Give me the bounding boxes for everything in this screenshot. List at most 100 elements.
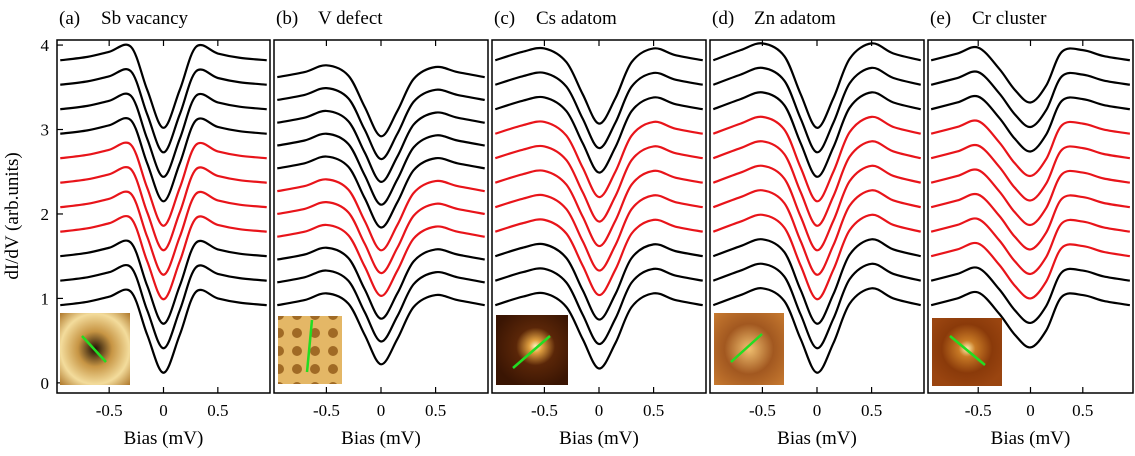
- spectrum-line: [494, 267, 703, 346]
- spectrum-line: [60, 288, 267, 374]
- spectrum-line: [930, 94, 1131, 153]
- x-tick-label: -0.5: [749, 401, 776, 420]
- spectrum-line: [60, 263, 267, 350]
- x-tick-label: 0: [159, 401, 168, 420]
- y-tick-label: 4: [41, 36, 50, 55]
- x-tick-label: 0: [1026, 401, 1035, 420]
- panel-label: (e): [930, 8, 951, 29]
- spectrum-line: [712, 287, 921, 374]
- plot-frame: [709, 39, 925, 394]
- x-axis-label: Bias (mV): [341, 428, 421, 449]
- plot-frame: [927, 39, 1134, 394]
- spectrum-line: [60, 68, 267, 154]
- spectrum-line: [60, 214, 267, 301]
- linecut: [949, 335, 986, 366]
- stm-inset: [714, 313, 784, 385]
- spectrum-line: [60, 117, 267, 203]
- spectrum-line: [494, 144, 703, 223]
- x-axis-label: Bias (mV): [991, 428, 1071, 449]
- panel-label: (c): [494, 8, 515, 29]
- spectrum-line: [712, 66, 921, 154]
- linecut: [730, 333, 763, 363]
- spectrum-line: [494, 46, 703, 125]
- y-tick-label: 2: [41, 205, 50, 224]
- spectrum-line: [712, 91, 921, 178]
- plot-frame: [56, 39, 271, 394]
- panel-label: (d): [712, 8, 734, 29]
- x-axis-label: Bias (mV): [777, 428, 857, 449]
- y-axis-label: dI/dV (arb.units): [2, 152, 23, 279]
- spectrum-line: [277, 269, 485, 343]
- spectrum-line: [494, 218, 703, 297]
- plot-frame: [273, 39, 489, 394]
- linecut: [305, 319, 314, 373]
- spectrum-line: [712, 115, 921, 203]
- plot-frame: [491, 39, 707, 394]
- spectrum-line: [60, 92, 267, 178]
- x-tick-label: -0.5: [313, 401, 340, 420]
- panel-label: (a): [59, 8, 80, 29]
- spectrum-line: [930, 290, 1131, 349]
- x-tick-label: 0.5: [1072, 401, 1093, 420]
- spectrum-line: [60, 239, 267, 325]
- x-tick-label: -0.5: [96, 401, 123, 420]
- panel-title: Cs adatom: [536, 8, 617, 29]
- spectrum-line: [930, 168, 1131, 227]
- x-tick-label: 0.5: [425, 401, 446, 420]
- linecut: [512, 335, 551, 369]
- spectrum-line: [930, 192, 1131, 251]
- x-tick-label: 0.5: [861, 401, 882, 420]
- spectrum-line: [930, 143, 1131, 202]
- x-tick-label: -0.5: [965, 401, 992, 420]
- spectrum-line: [494, 71, 703, 150]
- spectrum-line: [277, 155, 485, 229]
- y-tick-label: 0: [41, 374, 50, 393]
- spectrum-line: [712, 238, 921, 325]
- spectrum-line: [930, 45, 1131, 104]
- spectrum-line: [712, 140, 921, 227]
- x-tick-label: 0: [595, 401, 604, 420]
- spectrum-line: [277, 246, 485, 320]
- stm-inset: [932, 318, 1002, 386]
- spectrum-line: [277, 223, 485, 297]
- spectrum-line: [494, 193, 703, 272]
- linecut: [81, 335, 107, 363]
- spectrum-line: [277, 178, 485, 252]
- y-tick-label: 3: [41, 121, 50, 140]
- x-axis-label: Bias (mV): [124, 428, 204, 449]
- x-tick-label: 0: [377, 401, 386, 420]
- x-tick-label: 0: [813, 401, 822, 420]
- panel-title: V defect: [318, 8, 383, 29]
- spectrum-line: [277, 87, 485, 161]
- y-tick-label: 1: [41, 289, 50, 308]
- spectrum-line: [494, 242, 703, 321]
- x-tick-label: 0.5: [207, 401, 228, 420]
- spectrum-line: [60, 43, 267, 129]
- spectrum-line: [930, 119, 1131, 178]
- spectrum-line: [712, 213, 921, 301]
- panel-label: (b): [276, 8, 298, 29]
- spectrum-line: [60, 141, 267, 227]
- spectrum-line: [494, 169, 703, 248]
- panel-title: Cr cluster: [972, 8, 1047, 29]
- spectrum-line: [930, 241, 1131, 300]
- spectrum-line: [930, 266, 1131, 325]
- spectrum-line: [277, 292, 485, 366]
- panel-title: Sb vacancy: [101, 8, 189, 29]
- spectrum-line: [712, 42, 921, 129]
- x-tick-label: 0.5: [643, 401, 664, 420]
- spectrum-line: [712, 189, 921, 276]
- spectrum-line: [277, 132, 485, 206]
- spectrum-line: [712, 164, 921, 252]
- spectrum-line: [494, 291, 703, 370]
- spectrum-line: [930, 217, 1131, 276]
- spectrum-line: [60, 190, 267, 276]
- spectrum-line: [930, 70, 1131, 129]
- spectrum-line: [494, 120, 703, 199]
- spectrum-line: [277, 201, 485, 275]
- spectrum-line: [494, 95, 703, 174]
- spectrum-line: [277, 64, 485, 138]
- spectrum-line: [712, 262, 921, 350]
- spectrum-line: [60, 166, 267, 252]
